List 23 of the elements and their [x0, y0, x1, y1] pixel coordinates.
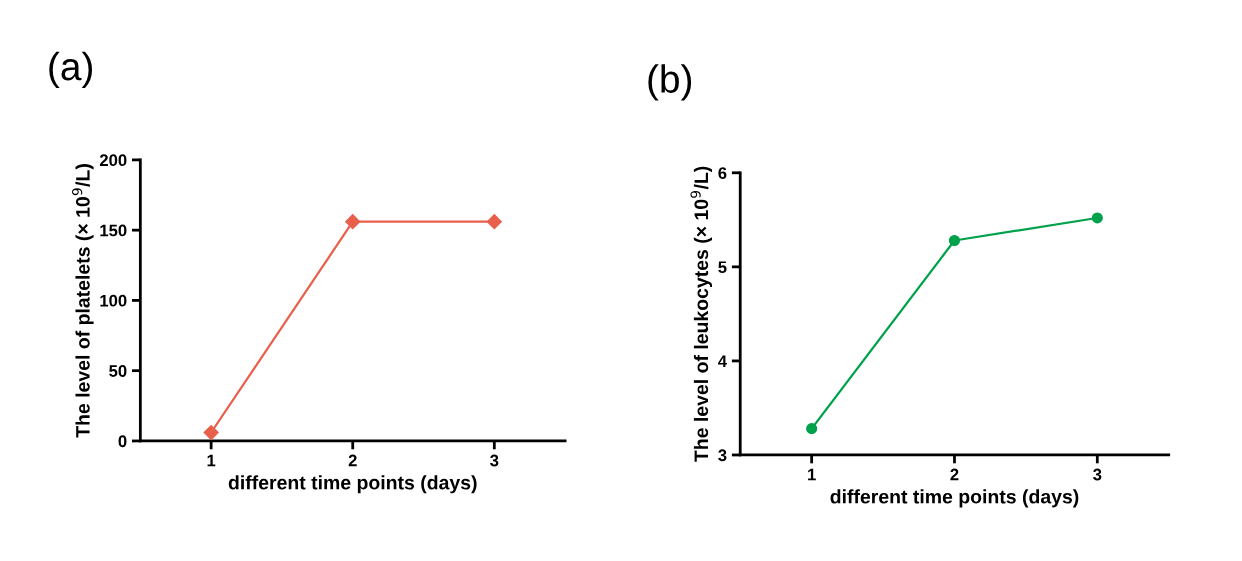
- x-tick-label: 1: [207, 454, 216, 467]
- point: [948, 234, 961, 247]
- y-tick-label: 100: [100, 294, 127, 307]
- y-axis-title: The level of leukocytes (× 10$^{9}$/L): [690, 166, 713, 462]
- y-tick-label: 6: [718, 167, 727, 179]
- x-axis-title: different time points (days): [830, 489, 1079, 508]
- point: [806, 423, 818, 435]
- y-tick-label: 4: [718, 355, 727, 367]
- x-tick-label: 1: [808, 468, 816, 481]
- x-tick-label: 2: [950, 468, 959, 481]
- x-tick-label: 2: [348, 454, 357, 467]
- chart-title: (a): [49, 51, 93, 89]
- y-tick-label: 150: [100, 224, 127, 237]
- x-tick-label: 3: [1093, 468, 1102, 481]
- x-tick-label: 3: [490, 454, 499, 467]
- y-tick-label: 5: [718, 261, 727, 274]
- y-tick-label: 50: [109, 365, 127, 377]
- point: [1091, 212, 1103, 224]
- y-axis-title: The level of platelets (× 10$^{9}$/L): [72, 164, 94, 438]
- x-axis-title: different time points (days): [228, 475, 477, 494]
- chart-title: (b): [648, 64, 692, 101]
- y-tick-label: 0: [118, 435, 127, 448]
- y-tick-label: 200: [99, 154, 127, 167]
